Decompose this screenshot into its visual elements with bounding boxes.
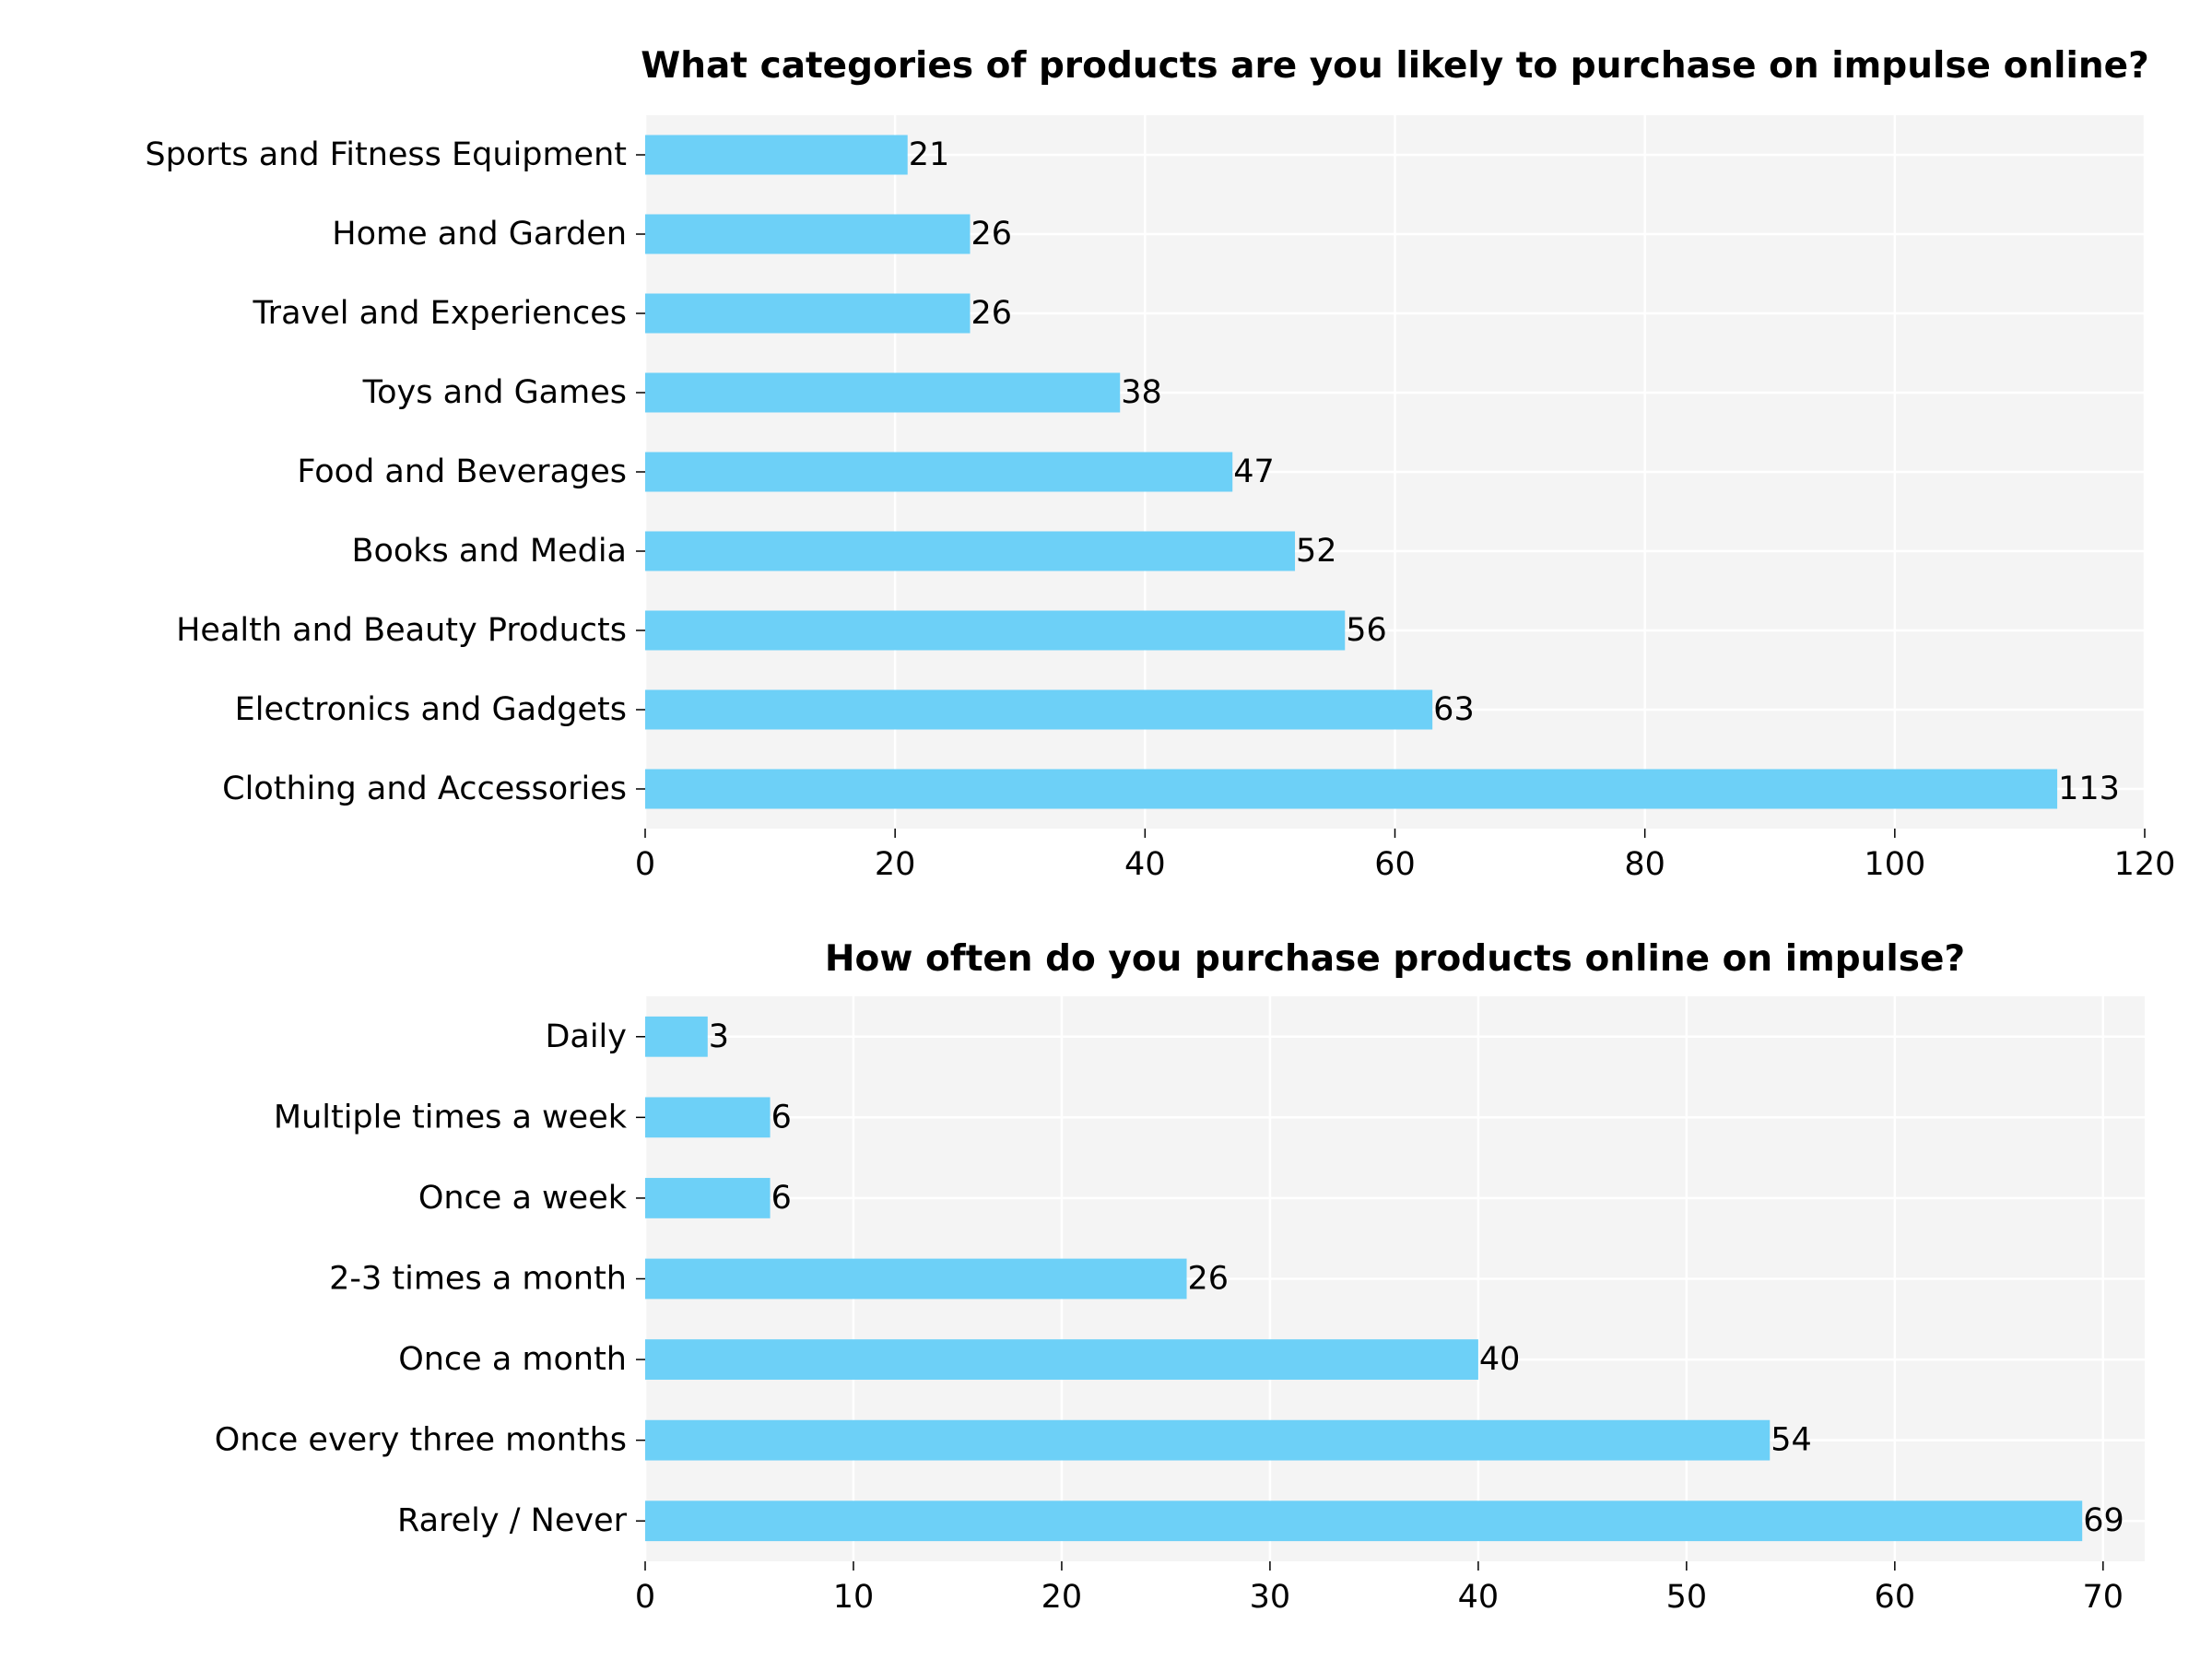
bar bbox=[645, 769, 2058, 809]
category-label: Sports and Fitness Equipment bbox=[145, 136, 627, 173]
bar bbox=[645, 1419, 1771, 1461]
bar bbox=[645, 372, 1121, 413]
value-label: 3 bbox=[709, 1018, 729, 1055]
x-tick-label: 20 bbox=[1041, 1579, 1083, 1616]
category-labels: Daily Multiple times a week Once a week 2-3… bbox=[215, 1018, 645, 1539]
x-tick-label: 10 bbox=[833, 1579, 875, 1616]
category-label: Toys and Games bbox=[362, 374, 627, 411]
category-label: Once a week bbox=[418, 1180, 628, 1217]
bars bbox=[645, 135, 2058, 809]
chart-purchase-frequency: 3 6 6 26 40 54 69 Daily Multiple times a week On… bbox=[215, 938, 2145, 1616]
category-label: Daily bbox=[545, 1018, 627, 1055]
bar bbox=[645, 1258, 1187, 1300]
category-label: Books and Media bbox=[351, 533, 627, 570]
value-label: 63 bbox=[1433, 691, 1475, 728]
x-axis: 0 10 20 30 40 50 60 70 bbox=[635, 1561, 2124, 1616]
x-tick-label: 0 bbox=[635, 846, 655, 883]
value-label: 38 bbox=[1121, 374, 1162, 411]
x-tick-label: 20 bbox=[875, 846, 916, 883]
value-label: 69 bbox=[2083, 1502, 2124, 1539]
category-label: 2-3 times a month bbox=[329, 1261, 627, 1298]
x-tick-label: 50 bbox=[1666, 1579, 1708, 1616]
bar bbox=[645, 1178, 771, 1218]
category-label: Home and Garden bbox=[332, 216, 627, 253]
category-label: Once every three months bbox=[215, 1422, 627, 1459]
category-label: Health and Beauty Products bbox=[176, 612, 627, 649]
value-label: 56 bbox=[1346, 612, 1387, 649]
bar bbox=[645, 293, 971, 334]
value-label: 40 bbox=[1479, 1341, 1521, 1378]
bar bbox=[645, 610, 1346, 651]
category-label: Multiple times a week bbox=[274, 1099, 628, 1135]
category-label: Electronics and Gadgets bbox=[235, 691, 627, 728]
value-label: 54 bbox=[1771, 1422, 1812, 1459]
bar bbox=[645, 531, 1296, 571]
category-label: Rarely / Never bbox=[397, 1502, 628, 1539]
x-tick-label: 40 bbox=[1458, 1579, 1500, 1616]
value-label: 6 bbox=[771, 1099, 792, 1135]
bar bbox=[645, 452, 1233, 492]
value-label: 26 bbox=[1188, 1261, 1230, 1298]
x-tick-label: 120 bbox=[2114, 846, 2176, 883]
chart-title: What categories of products are you like… bbox=[641, 45, 2148, 87]
bars bbox=[645, 1016, 2083, 1542]
value-label: 26 bbox=[971, 216, 1013, 253]
bar bbox=[645, 1097, 771, 1138]
chart-title: How often do you purchase products onlin… bbox=[825, 938, 1965, 980]
x-tick-label: 60 bbox=[1875, 1579, 1916, 1616]
category-label: Once a month bbox=[398, 1341, 627, 1378]
value-labels: 3 6 6 26 40 54 69 bbox=[709, 1018, 2124, 1539]
bar bbox=[645, 1016, 708, 1057]
x-tick-label: 70 bbox=[2083, 1579, 2124, 1616]
value-label: 21 bbox=[909, 136, 950, 173]
bar bbox=[645, 1339, 1478, 1380]
x-tick-label: 40 bbox=[1124, 846, 1166, 883]
value-label: 52 bbox=[1296, 533, 1337, 570]
bar bbox=[645, 1500, 2083, 1542]
x-axis: 0 20 40 60 80 100 120 bbox=[635, 829, 2176, 883]
x-tick-label: 100 bbox=[1864, 846, 1925, 883]
category-labels: Sports and Fitness Equipment Home and Gar… bbox=[145, 136, 645, 807]
bar bbox=[645, 135, 908, 175]
chart-product-categories: 21 26 26 38 47 52 56 63 113 Sports and Fitness E… bbox=[145, 45, 2175, 883]
value-label: 26 bbox=[971, 295, 1013, 332]
value-label: 47 bbox=[1233, 453, 1275, 490]
x-tick-label: 0 bbox=[635, 1579, 655, 1616]
x-tick-label: 60 bbox=[1374, 846, 1416, 883]
x-tick-label: 30 bbox=[1250, 1579, 1291, 1616]
category-label: Travel and Experiences bbox=[252, 295, 627, 332]
value-labels: 21 26 26 38 47 52 56 63 113 bbox=[909, 136, 2120, 807]
bar bbox=[645, 689, 1433, 730]
x-tick-label: 80 bbox=[1624, 846, 1665, 883]
value-label: 113 bbox=[2058, 771, 2120, 807]
category-label: Food and Beverages bbox=[297, 453, 627, 490]
value-label: 6 bbox=[771, 1180, 792, 1217]
category-label: Clothing and Accessories bbox=[222, 771, 627, 807]
bar bbox=[645, 214, 971, 254]
